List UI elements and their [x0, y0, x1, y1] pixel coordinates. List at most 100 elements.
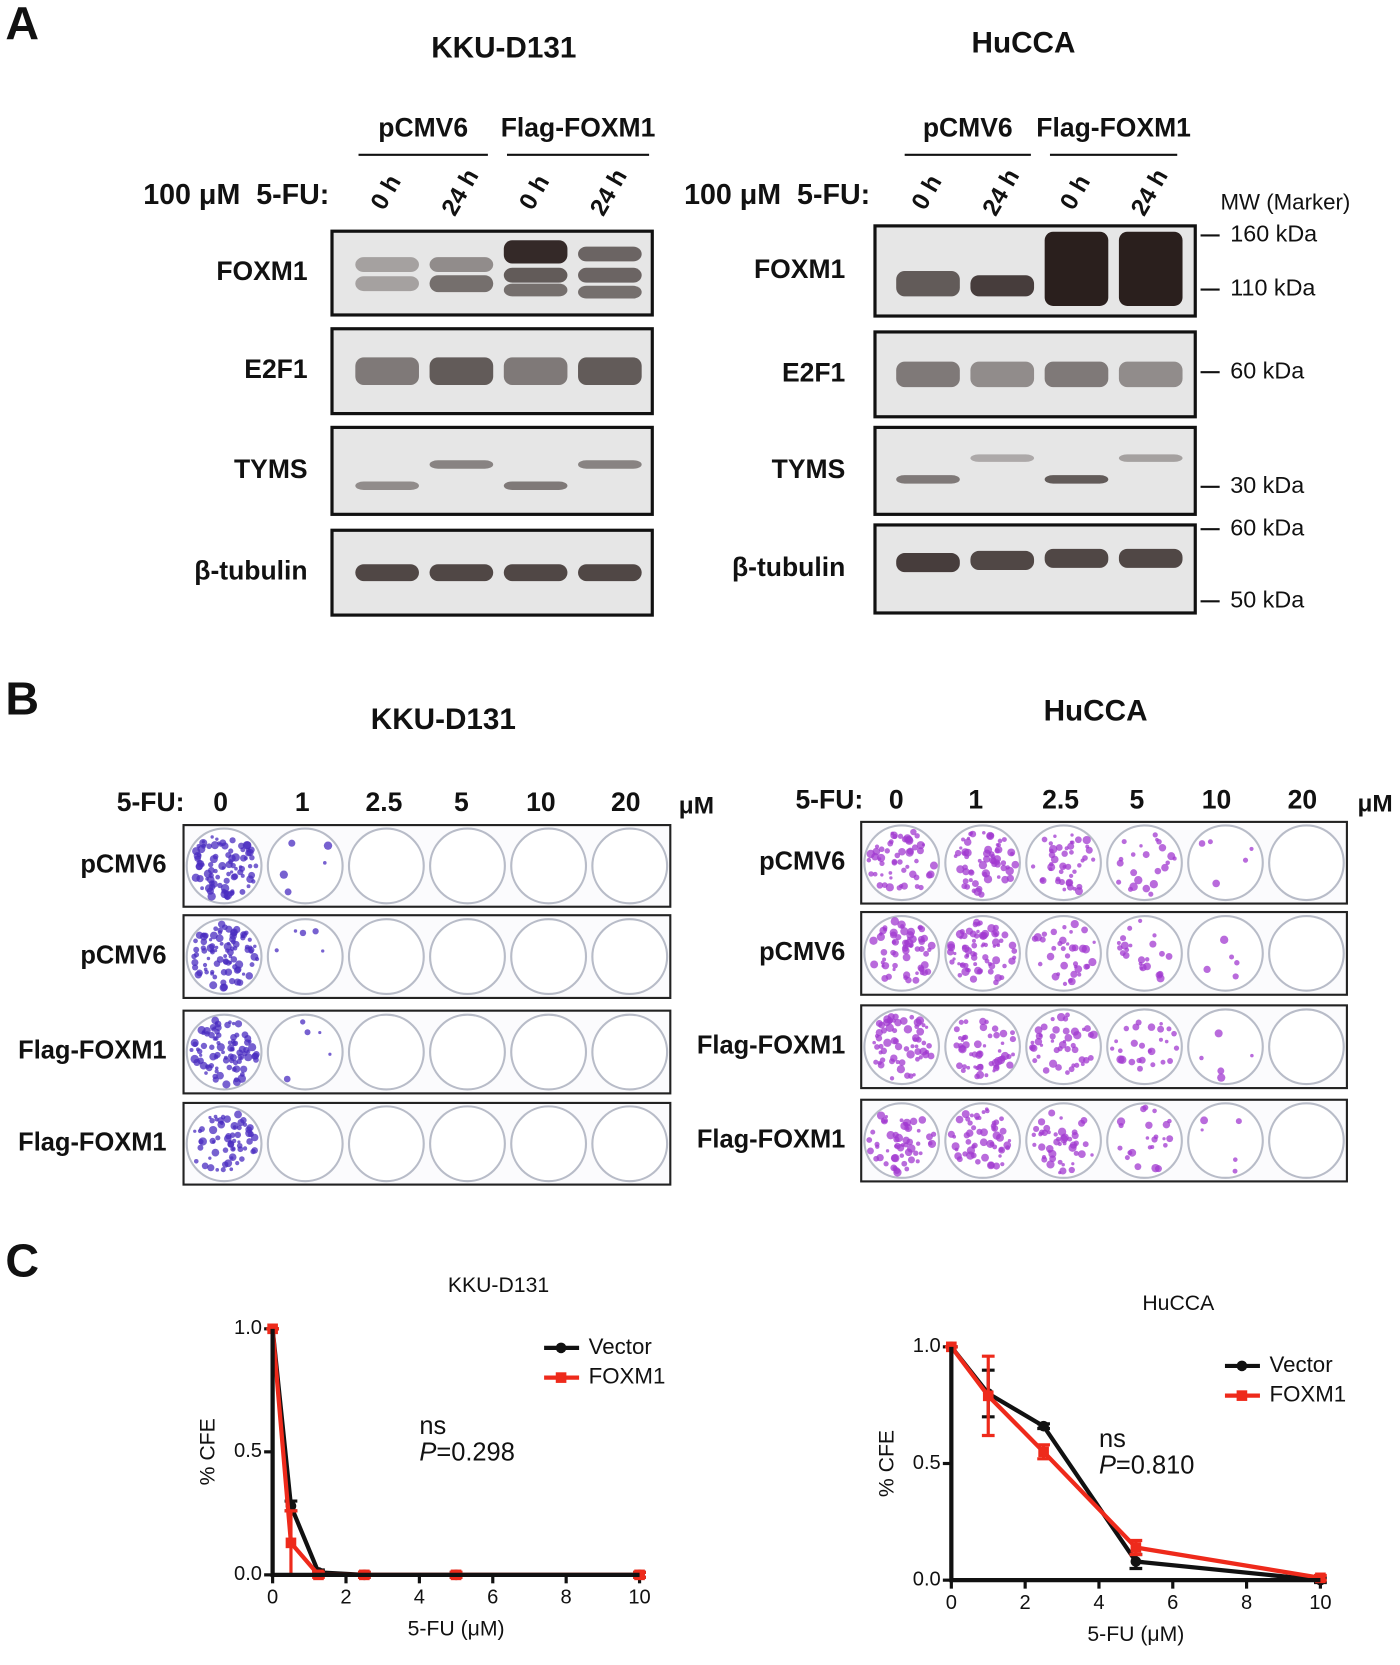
well: [1268, 1008, 1345, 1086]
colony: [207, 892, 216, 901]
plate: [860, 1004, 1348, 1090]
colony: [915, 1056, 920, 1062]
colony: [984, 1073, 989, 1078]
colony: [254, 956, 260, 962]
mw-title: MW (Marker): [1220, 190, 1350, 215]
colony: [1142, 884, 1151, 893]
colony: [1121, 839, 1127, 845]
colony: [992, 938, 1000, 947]
colony: [196, 844, 201, 849]
colony: [1130, 869, 1138, 877]
protein-label: E2F1: [244, 354, 307, 384]
colony: [231, 939, 236, 945]
marker-label: 60 kDa: [1230, 357, 1304, 383]
legend-label: Vector: [1269, 1352, 1333, 1377]
colony: [880, 948, 888, 956]
x-tick-label: 8: [561, 1587, 572, 1609]
time-label: 24 h: [977, 165, 1025, 221]
colony: [208, 861, 214, 868]
colony: [1084, 963, 1091, 970]
colony: [977, 968, 984, 974]
x-tick-label: 4: [1093, 1592, 1104, 1614]
colony: [965, 1116, 971, 1122]
y-axis-label: % CFE: [197, 1418, 220, 1485]
colony: [909, 1117, 918, 1126]
colony: [892, 967, 896, 972]
colony: [1007, 1138, 1012, 1143]
blot-frame: [873, 523, 1197, 615]
colony: [249, 962, 255, 968]
colony: [965, 1139, 972, 1145]
colony: [910, 828, 917, 836]
colony: [231, 1021, 236, 1026]
colony: [914, 1044, 919, 1049]
colony: [203, 967, 208, 972]
y-axis-label: % CFE: [875, 1430, 898, 1497]
colony: [1123, 1025, 1130, 1032]
blot-frame: [330, 528, 654, 617]
colony: [206, 843, 213, 850]
colony: [891, 938, 899, 946]
colony: [209, 943, 216, 950]
row-label: Flag-FOXM1: [697, 1125, 845, 1153]
colony: [953, 951, 957, 956]
colony: [246, 884, 251, 889]
colony: [1089, 1030, 1098, 1039]
colony: [982, 954, 989, 961]
colony: [1009, 1036, 1016, 1043]
colony: [1058, 869, 1064, 875]
colony: [910, 1044, 915, 1049]
colony: [274, 948, 279, 953]
colony: [1059, 1116, 1063, 1120]
colony: [1132, 1023, 1140, 1031]
colony: [1217, 1073, 1226, 1082]
colony: [231, 853, 240, 862]
colony: [1034, 1026, 1043, 1034]
band: [429, 564, 494, 582]
colony: [1116, 1055, 1125, 1064]
colony: [193, 938, 198, 944]
y-tick-label: 0.5: [234, 1440, 262, 1462]
time-label: 24 h: [585, 165, 633, 221]
colony: [957, 962, 961, 966]
well: [1106, 915, 1183, 992]
colony: [913, 1018, 922, 1027]
colony: [225, 960, 232, 966]
well: [591, 1105, 669, 1183]
colony: [288, 839, 296, 847]
data-point: [267, 1323, 278, 1335]
colony: [889, 1076, 895, 1081]
colony: [969, 1113, 974, 1118]
band: [503, 481, 568, 490]
colony: [909, 935, 917, 943]
colony: [967, 1120, 973, 1126]
colony: [885, 883, 894, 892]
colony: [873, 1059, 879, 1065]
colony: [239, 1156, 245, 1162]
colony: [229, 870, 234, 874]
well: [266, 827, 344, 905]
colony: [1151, 1163, 1160, 1173]
colony: [1031, 935, 1039, 942]
colony: [916, 847, 924, 855]
band: [578, 246, 642, 262]
colony: [190, 1038, 199, 1047]
colony: [996, 875, 1001, 879]
colony: [999, 1116, 1004, 1122]
colony: [213, 1054, 219, 1060]
band: [578, 267, 642, 283]
colony: [1011, 1052, 1015, 1057]
colony: [236, 979, 244, 986]
colony: [980, 1128, 988, 1137]
colony: [1164, 1039, 1169, 1044]
colony: [927, 1139, 937, 1148]
colony: [232, 1065, 241, 1073]
colony: [905, 976, 912, 984]
colony: [1068, 1166, 1075, 1174]
colony: [994, 932, 999, 937]
colony: [1071, 1132, 1079, 1140]
colony: [249, 854, 255, 861]
colony: [1010, 1030, 1015, 1036]
colony: [920, 934, 929, 942]
colony: [1047, 1149, 1051, 1153]
